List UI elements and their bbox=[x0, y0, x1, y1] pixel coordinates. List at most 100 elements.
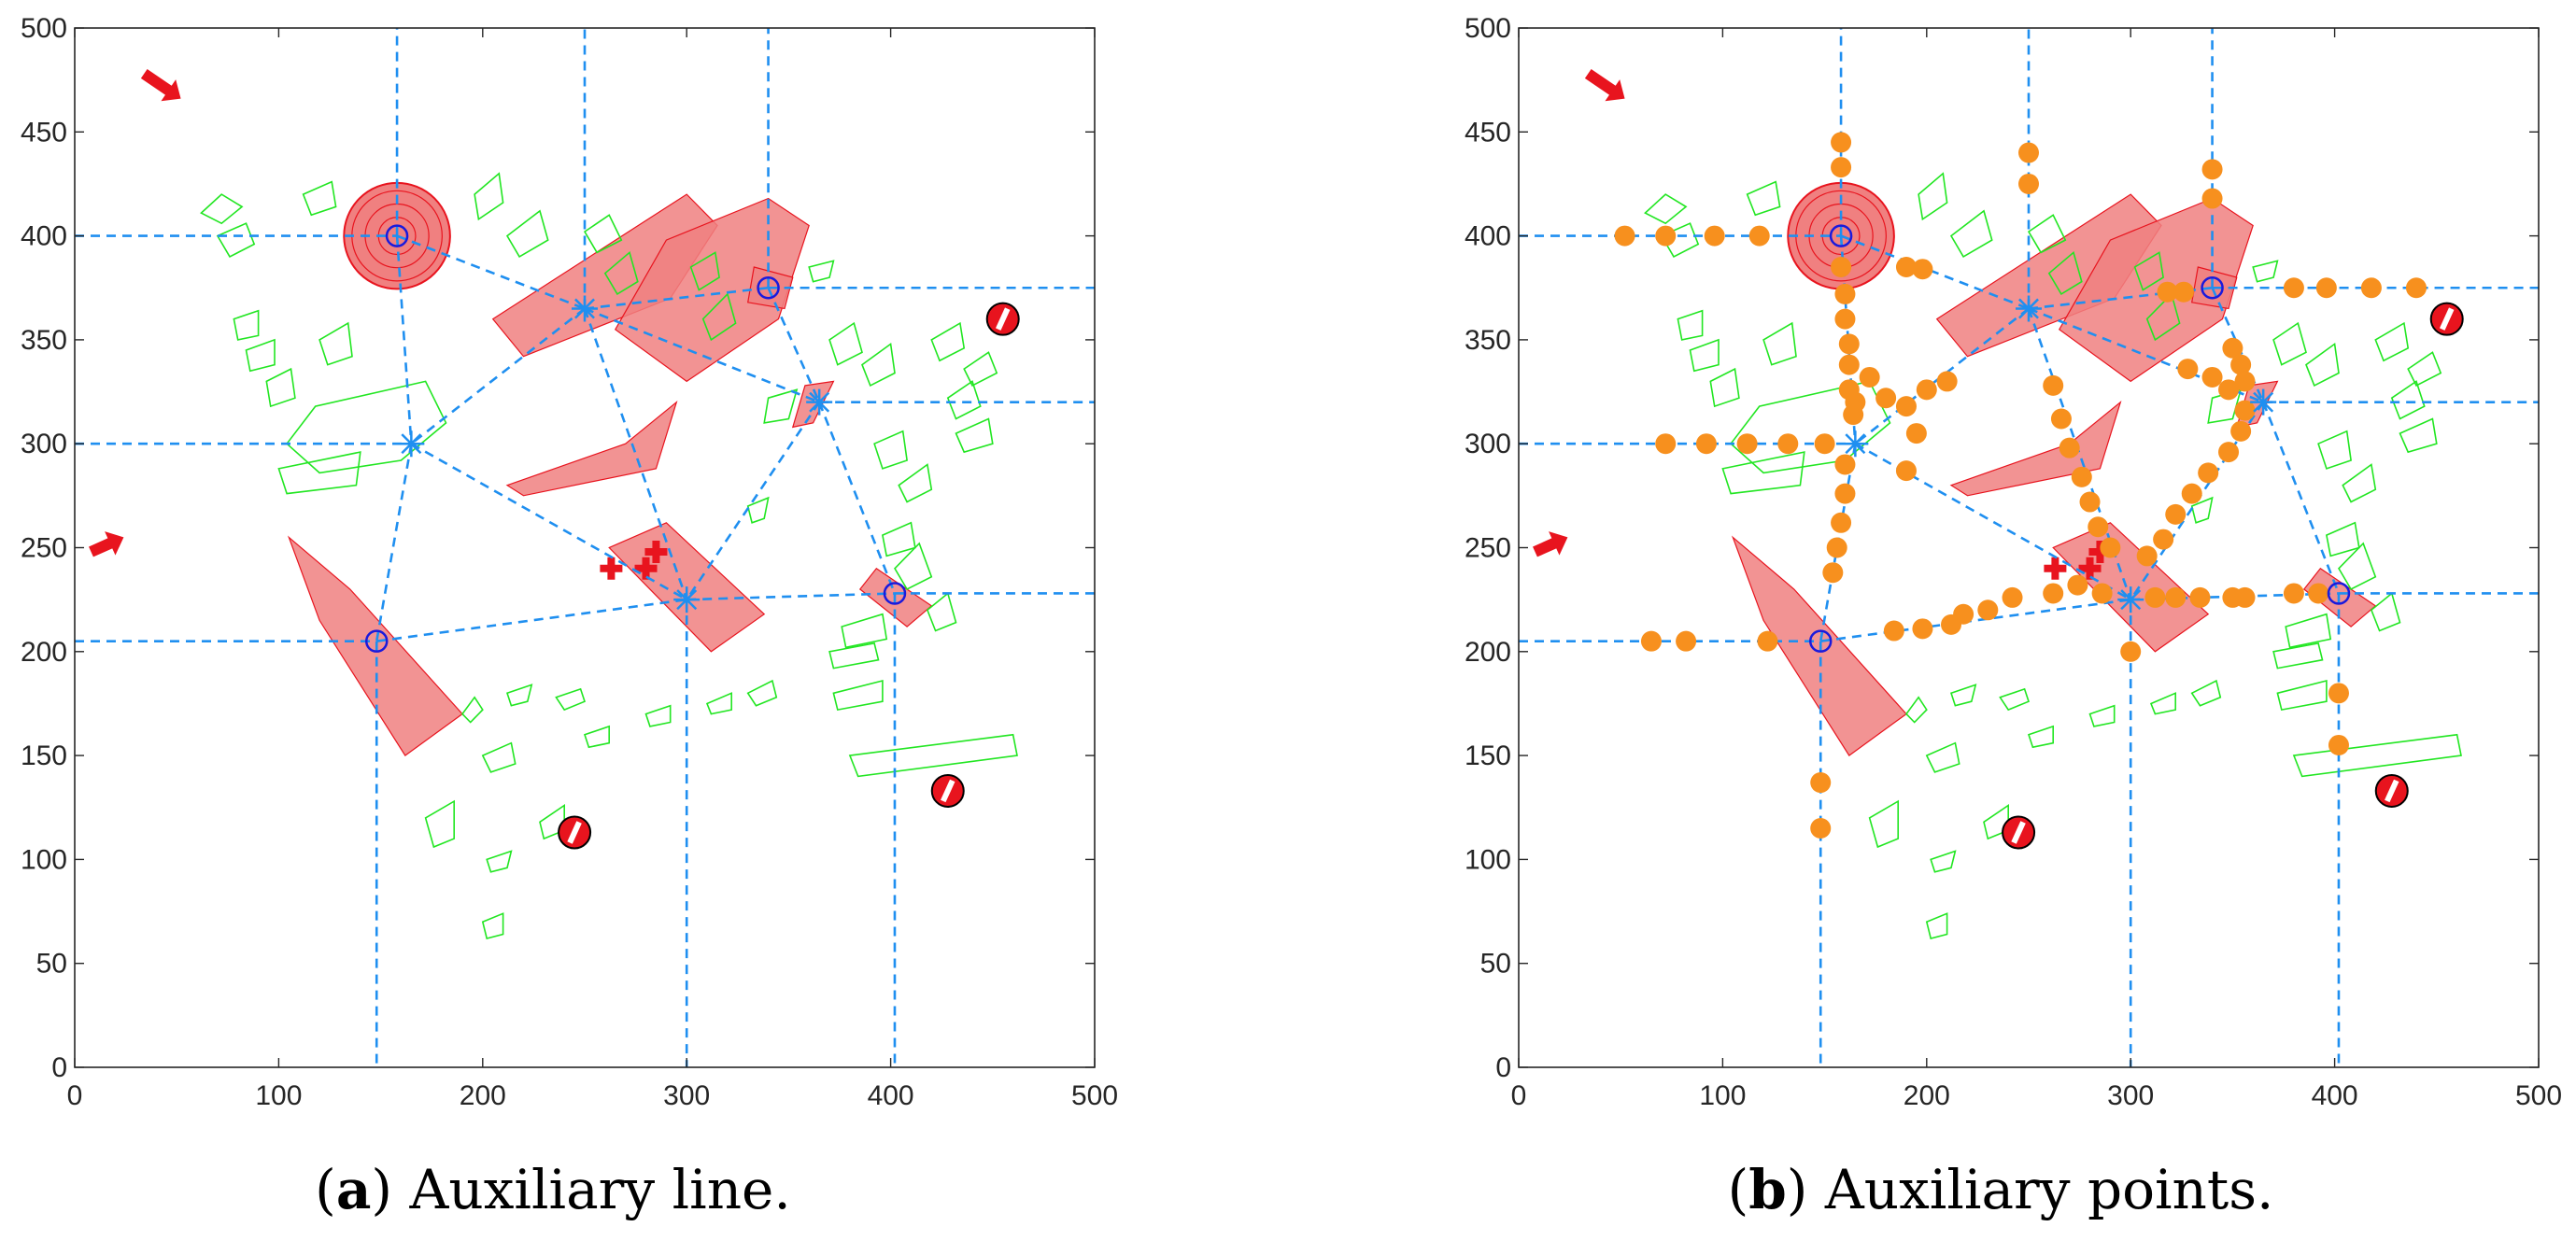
circle-node bbox=[757, 276, 780, 300]
obstacle-region bbox=[615, 197, 810, 383]
building-outline bbox=[2407, 351, 2442, 387]
auxiliary-point bbox=[2328, 734, 2349, 755]
building-outline bbox=[2317, 430, 2352, 470]
circle-node bbox=[1808, 629, 1833, 653]
auxiliary-point bbox=[2283, 583, 2304, 604]
auxiliary-point bbox=[2144, 586, 2166, 608]
y-tick-label: 500 bbox=[21, 13, 67, 44]
building-outline bbox=[460, 696, 484, 724]
direction-arrow bbox=[140, 69, 181, 102]
building-outline bbox=[583, 214, 623, 254]
circle-node bbox=[2327, 582, 2351, 605]
building-outline bbox=[861, 342, 896, 388]
auxiliary-point bbox=[2218, 442, 2240, 463]
caption-b-text: Auxiliary points. bbox=[1807, 1158, 2273, 1221]
no-entry-icon bbox=[2374, 773, 2409, 808]
building-outline bbox=[689, 251, 720, 291]
auxiliary-point bbox=[1748, 225, 1770, 247]
circle-node bbox=[385, 224, 409, 247]
building-outline bbox=[746, 679, 778, 707]
circle-node bbox=[1829, 224, 1853, 247]
building-outline bbox=[603, 250, 639, 296]
auxiliary-point bbox=[1834, 283, 1856, 304]
y-tick-label: 450 bbox=[1465, 117, 1511, 148]
building-outline bbox=[1677, 309, 1704, 341]
building-outline bbox=[1868, 799, 1899, 849]
y-tick-label: 400 bbox=[1465, 221, 1511, 252]
building-outline bbox=[1930, 850, 1957, 873]
circle-node bbox=[364, 629, 389, 653]
y-tick-label: 0 bbox=[51, 1052, 67, 1083]
x-tick-label: 0 bbox=[67, 1080, 83, 1111]
building-outline bbox=[2305, 342, 2340, 388]
building-outline bbox=[644, 704, 672, 727]
building-outline bbox=[2342, 463, 2377, 503]
auxiliary-point bbox=[1883, 620, 1904, 642]
building-outline bbox=[2145, 292, 2181, 342]
circle-node bbox=[883, 582, 907, 605]
building-outline bbox=[2337, 542, 2377, 591]
auxiliary-point bbox=[2201, 159, 2223, 180]
y-tick-label: 250 bbox=[1465, 533, 1511, 564]
y-tick-label: 100 bbox=[21, 844, 67, 875]
auxiliary-point bbox=[2308, 583, 2329, 604]
building-outline bbox=[302, 180, 337, 217]
no-entry-bar bbox=[2011, 821, 2026, 844]
auxiliary-point bbox=[1895, 396, 1917, 417]
red-cross-marker bbox=[644, 540, 668, 563]
building-outline bbox=[1660, 222, 1700, 258]
x-tick-label: 200 bbox=[1904, 1080, 1950, 1111]
auxiliary-point bbox=[1845, 391, 1866, 413]
auxiliary-point bbox=[1695, 433, 1717, 455]
building-outline bbox=[2252, 260, 2279, 283]
building-outline bbox=[265, 367, 296, 408]
y-tick-label: 50 bbox=[1480, 949, 1511, 980]
building-outline bbox=[2027, 725, 2054, 749]
building-outline bbox=[1721, 451, 1805, 495]
auxiliary-point bbox=[1614, 225, 1635, 247]
building-outline bbox=[746, 496, 770, 524]
y-tick-label: 400 bbox=[21, 221, 67, 252]
plot-area bbox=[1519, 28, 2539, 1067]
auxiliary-point bbox=[1838, 354, 1860, 375]
y-tick-label: 500 bbox=[1465, 13, 1511, 44]
auxiliary-point bbox=[1895, 460, 1917, 482]
no-entry-icon bbox=[930, 773, 965, 808]
no-entry-bar bbox=[2385, 779, 2399, 803]
building-outline bbox=[963, 351, 998, 387]
auxiliary-point bbox=[2177, 359, 2199, 380]
arrow-shape bbox=[89, 531, 124, 557]
direction-arrow bbox=[1584, 69, 1625, 102]
building-outline bbox=[2088, 704, 2116, 727]
building-outline bbox=[2149, 692, 2176, 715]
arrow-shape bbox=[140, 69, 181, 102]
auxiliary-point bbox=[1757, 630, 1778, 652]
auxiliary-point bbox=[1838, 333, 1860, 355]
building-outline bbox=[486, 850, 513, 873]
auxiliary-point bbox=[2067, 574, 2088, 596]
no-entry-bar bbox=[567, 821, 582, 844]
auxiliary-point bbox=[2328, 683, 2349, 704]
auxiliary-point bbox=[1810, 772, 1832, 794]
building-outline bbox=[946, 380, 982, 420]
auxiliary-point bbox=[2079, 491, 2101, 513]
no-entry-bar bbox=[941, 779, 955, 803]
auxiliary-point bbox=[2315, 277, 2337, 299]
star-node bbox=[572, 295, 598, 322]
building-outline bbox=[505, 209, 549, 258]
star-node bbox=[806, 388, 833, 416]
auxiliary-point bbox=[2230, 354, 2252, 375]
obstacle-region bbox=[505, 400, 678, 497]
building-outline bbox=[1949, 684, 1977, 707]
auxiliary-point bbox=[2071, 466, 2092, 487]
auxiliary-point bbox=[2120, 641, 2142, 662]
auxiliary-line bbox=[1854, 307, 2030, 445]
auxiliary-line bbox=[584, 307, 820, 403]
building-outline bbox=[955, 417, 994, 454]
building-outline bbox=[245, 338, 276, 373]
building-outline bbox=[2276, 679, 2328, 712]
plot-content bbox=[1519, 28, 2539, 1067]
building-outline bbox=[424, 799, 456, 849]
building-outline bbox=[583, 725, 611, 749]
building-outline bbox=[1762, 321, 1797, 366]
